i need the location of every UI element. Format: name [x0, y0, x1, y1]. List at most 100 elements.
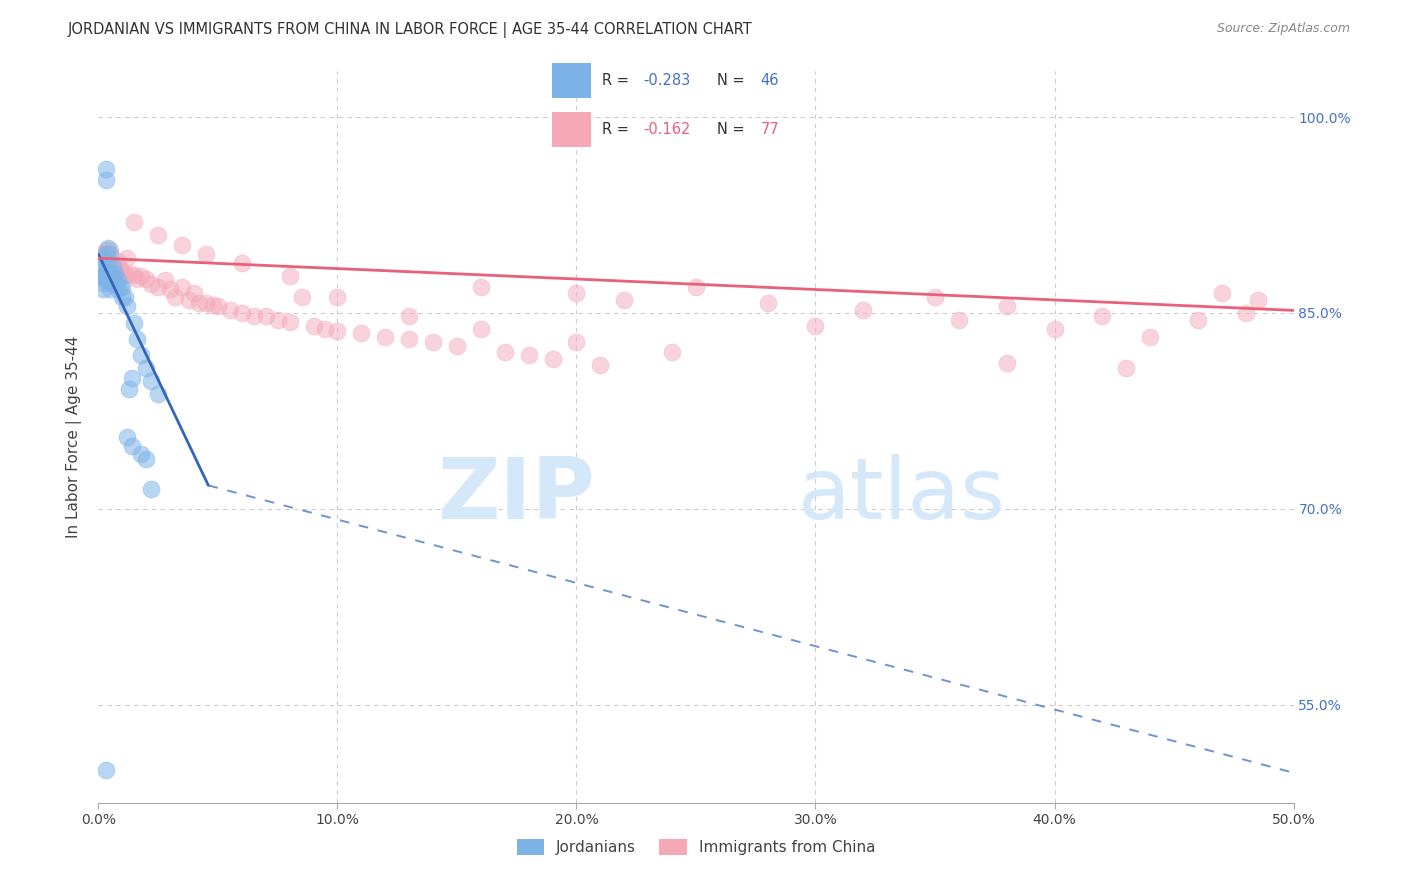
- Point: [107, 273, 129, 287]
- Point: [172, 238, 194, 252]
- Point: [148, 227, 170, 242]
- Text: N =: N =: [717, 72, 749, 87]
- Text: Source: ZipAtlas.com: Source: ZipAtlas.com: [1216, 22, 1350, 36]
- Point: [94, 273, 117, 287]
- Point: [202, 298, 225, 312]
- Point: [94, 264, 117, 278]
- Point: [94, 173, 117, 187]
- Point: [565, 334, 588, 349]
- Point: [111, 290, 134, 304]
- Point: [111, 280, 134, 294]
- Point: [541, 351, 564, 366]
- Text: atlas: atlas: [797, 454, 1005, 537]
- Point: [139, 483, 162, 497]
- Point: [565, 286, 588, 301]
- Point: [470, 280, 492, 294]
- Point: [135, 360, 157, 375]
- Point: [131, 269, 153, 284]
- Point: [107, 253, 129, 268]
- Point: [183, 286, 205, 301]
- Point: [91, 283, 114, 297]
- Point: [101, 260, 124, 275]
- Point: [398, 332, 420, 346]
- Point: [163, 290, 186, 304]
- Point: [155, 273, 177, 287]
- Point: [326, 324, 349, 338]
- Point: [613, 293, 636, 307]
- Point: [91, 247, 114, 261]
- Point: [91, 251, 114, 265]
- Point: [1211, 286, 1233, 301]
- Point: [124, 214, 146, 228]
- Legend: Jordanians, Immigrants from China: Jordanians, Immigrants from China: [510, 833, 882, 861]
- Point: [804, 319, 827, 334]
- Point: [278, 269, 301, 284]
- Point: [231, 306, 253, 320]
- Point: [124, 317, 146, 331]
- Text: -0.162: -0.162: [643, 122, 690, 137]
- Point: [243, 309, 266, 323]
- Point: [115, 251, 138, 265]
- Point: [121, 439, 143, 453]
- Point: [1234, 306, 1257, 320]
- Point: [91, 260, 114, 275]
- Point: [1187, 312, 1209, 326]
- Point: [98, 273, 122, 287]
- Point: [924, 290, 946, 304]
- Text: 77: 77: [761, 122, 779, 137]
- Text: N =: N =: [717, 122, 749, 137]
- Point: [90, 264, 112, 278]
- Point: [101, 277, 124, 292]
- Point: [422, 334, 444, 349]
- Point: [97, 264, 120, 278]
- Point: [148, 387, 170, 401]
- Point: [97, 241, 120, 255]
- Point: [148, 280, 170, 294]
- Point: [131, 348, 153, 362]
- Text: R =: R =: [602, 122, 633, 137]
- Point: [207, 300, 229, 314]
- Point: [97, 251, 120, 265]
- Point: [267, 312, 290, 326]
- Point: [139, 277, 162, 292]
- Point: [94, 162, 117, 177]
- Point: [101, 269, 124, 284]
- Point: [995, 300, 1018, 314]
- Text: -0.283: -0.283: [643, 72, 690, 87]
- Point: [98, 283, 122, 297]
- Point: [101, 260, 124, 275]
- Point: [98, 267, 122, 281]
- Point: [104, 277, 127, 292]
- Point: [125, 272, 148, 286]
- Point: [195, 247, 218, 261]
- Point: [94, 763, 117, 777]
- Point: [107, 283, 129, 297]
- Point: [118, 267, 141, 281]
- Point: [187, 295, 209, 310]
- Point: [97, 253, 120, 268]
- Point: [94, 247, 117, 261]
- Text: 46: 46: [761, 72, 779, 87]
- Point: [108, 261, 131, 276]
- Text: ZIP: ZIP: [437, 454, 595, 537]
- Point: [1043, 321, 1066, 335]
- Y-axis label: In Labor Force | Age 35-44: In Labor Force | Age 35-44: [66, 336, 83, 538]
- Point: [1247, 293, 1270, 307]
- Point: [374, 329, 396, 343]
- Point: [159, 283, 181, 297]
- Point: [97, 273, 120, 287]
- Point: [115, 430, 138, 444]
- Point: [179, 293, 201, 307]
- Point: [135, 272, 157, 286]
- Point: [195, 295, 218, 310]
- Point: [446, 338, 468, 352]
- Point: [589, 358, 612, 372]
- Point: [517, 348, 540, 362]
- Bar: [553, 112, 591, 147]
- Point: [494, 345, 516, 359]
- Point: [291, 290, 314, 304]
- Point: [90, 269, 112, 284]
- Point: [219, 303, 242, 318]
- Point: [121, 371, 143, 385]
- Point: [1115, 360, 1137, 375]
